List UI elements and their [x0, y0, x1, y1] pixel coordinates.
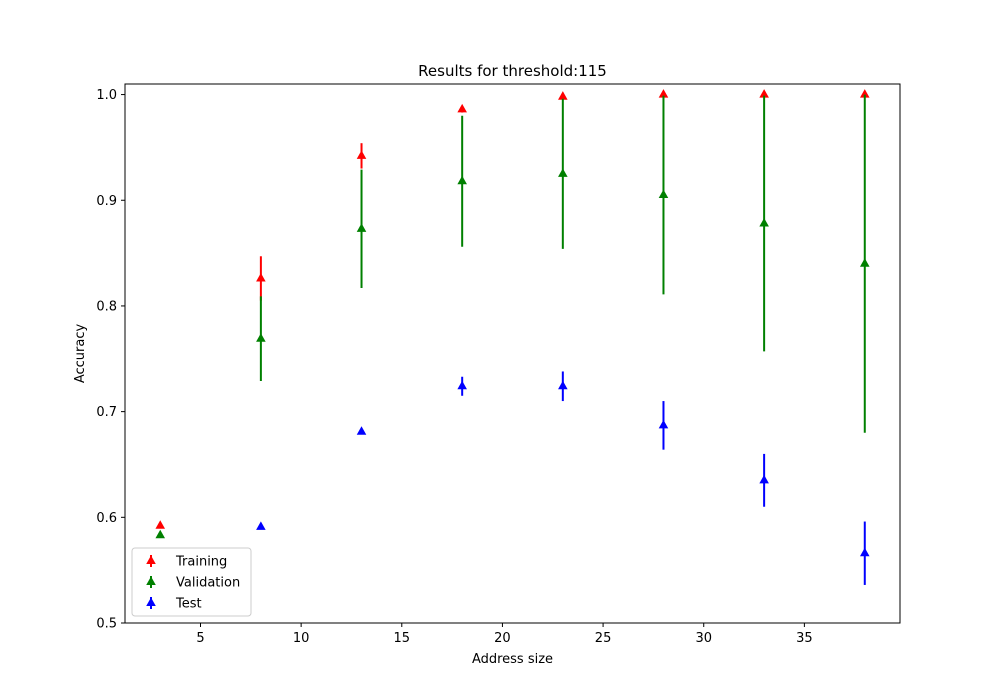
x-tick-label: 10 [293, 631, 310, 646]
test-point [658, 419, 669, 429]
legend-items: Training Validation Test [146, 555, 240, 612]
training-point [155, 520, 166, 529]
training-point [256, 272, 266, 282]
y-tick-label: 0.6 [96, 511, 117, 526]
plot-area: 5 10 15 20 25 30 35 0.5 0.6 0.7 0.8 0.9 1.0 [96, 83, 901, 646]
validation-point [859, 258, 870, 267]
legend-training-label: Training [175, 555, 227, 570]
validation-point [658, 189, 669, 198]
legend-test-label: Test [175, 597, 202, 612]
legend-validation-marker [146, 576, 156, 586]
plot-frame [124, 83, 901, 624]
y-axis-ticks: 0.5 0.6 0.7 0.8 0.9 1.0 [96, 88, 125, 632]
legend-validation-label: Validation [176, 576, 240, 591]
x-tick-label: 35 [796, 631, 813, 646]
y-tick-label: 0.7 [96, 405, 117, 420]
y-tick-label: 0.9 [96, 194, 117, 209]
test-point [759, 474, 769, 484]
x-tick-label: 25 [595, 631, 612, 646]
x-tick-label: 15 [394, 631, 411, 646]
test-point [256, 521, 266, 530]
series-validation [155, 94, 870, 539]
chart-title: Results for threshold:115 [418, 62, 607, 80]
series-training [155, 89, 870, 529]
y-axis-label: Accuracy [73, 324, 88, 384]
test-point [859, 547, 870, 557]
y-tick-label: 1.0 [96, 88, 117, 103]
training-point [759, 89, 769, 98]
legend: Training Validation Test [131, 547, 252, 617]
y-tick-label: 0.5 [96, 617, 117, 632]
test-point [457, 380, 467, 390]
validation-point [155, 529, 166, 539]
validation-point [356, 223, 367, 232]
x-tick-label: 20 [494, 631, 511, 646]
validation-point [256, 333, 266, 342]
x-tick-label: 5 [196, 631, 204, 646]
legend-box [131, 547, 252, 617]
x-axis-ticks: 5 10 15 20 25 30 35 [196, 623, 813, 646]
validation-point [558, 168, 568, 177]
legend-training-marker [146, 555, 156, 565]
training-point [859, 89, 870, 98]
validation-point [457, 175, 467, 185]
x-axis-label: Address size [472, 652, 553, 667]
test-point [356, 426, 367, 435]
training-point [356, 150, 367, 159]
series-layer [155, 89, 870, 585]
test-point [558, 380, 568, 390]
legend-test-marker [146, 597, 156, 607]
series-test [256, 371, 870, 585]
validation-point [759, 218, 769, 227]
training-point [457, 103, 467, 113]
y-tick-label: 0.8 [96, 299, 117, 314]
training-point [558, 91, 568, 100]
x-tick-label: 30 [695, 631, 712, 646]
training-point [658, 89, 669, 98]
